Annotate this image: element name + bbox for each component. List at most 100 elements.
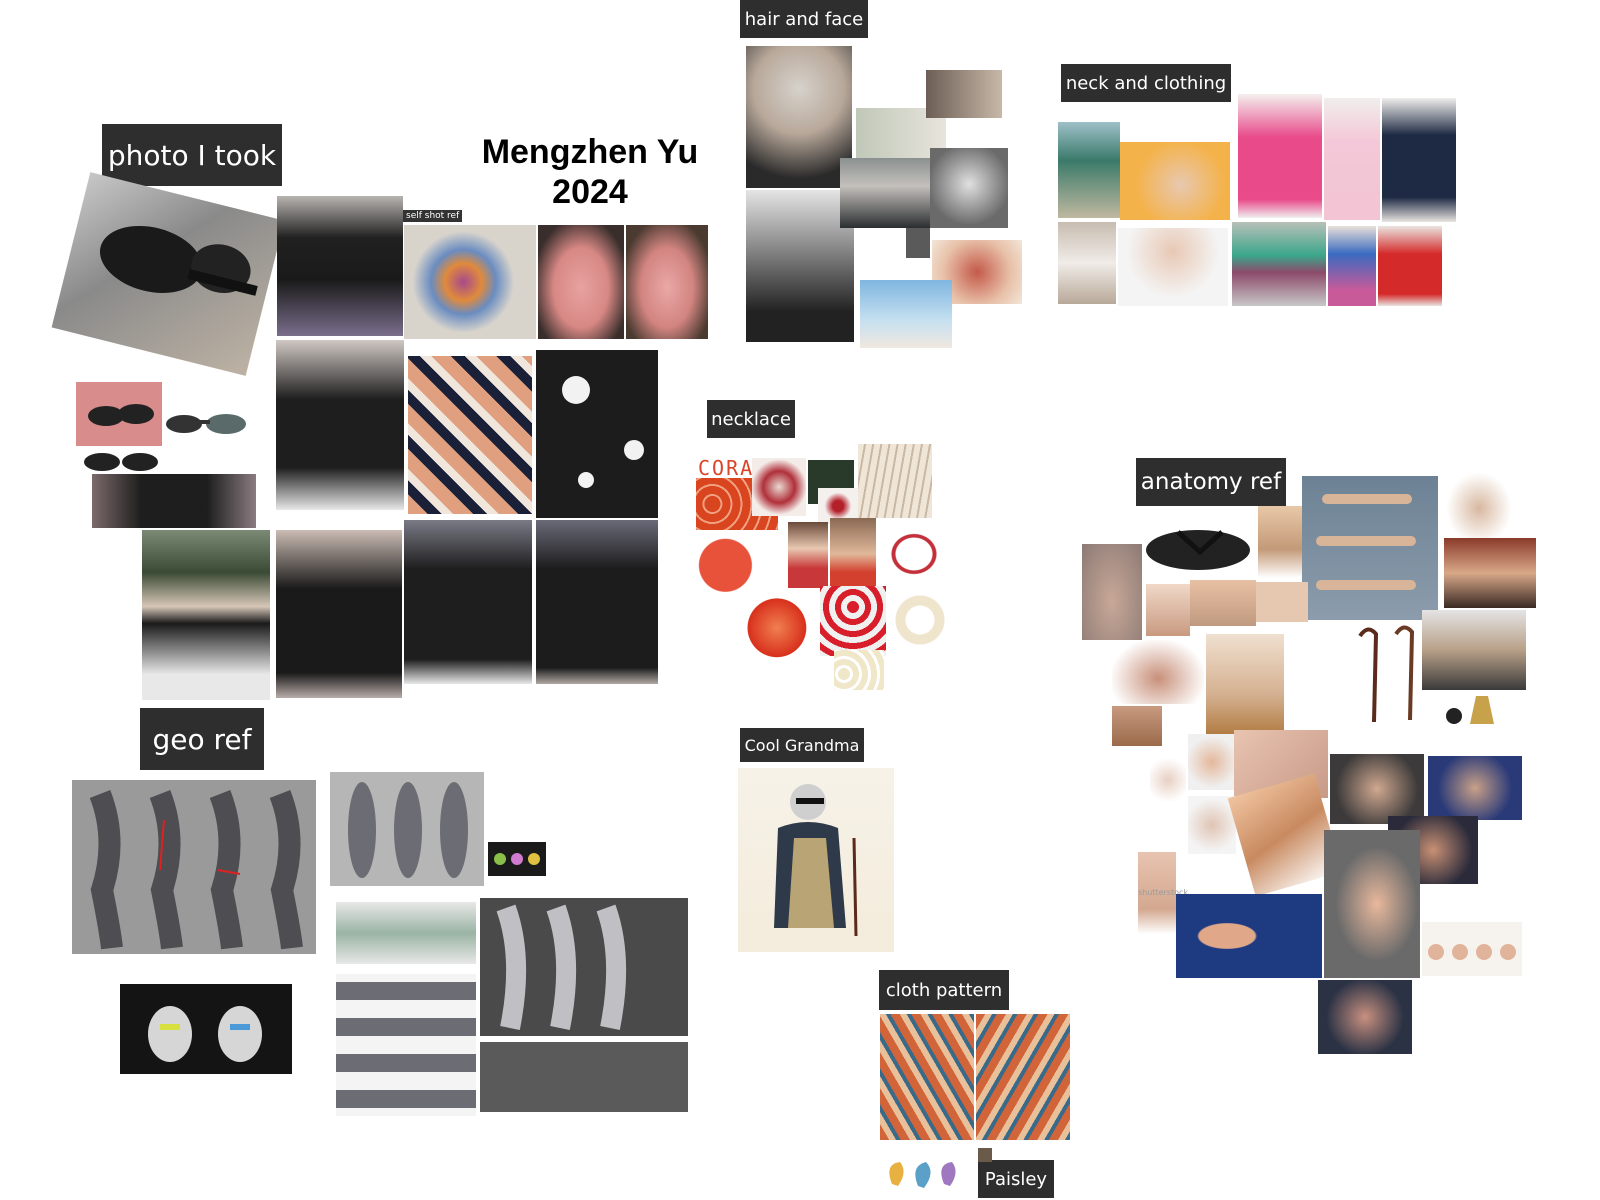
knees-blue-bg [1176, 894, 1322, 978]
oval-sunglasses-icon [84, 453, 158, 471]
pink-flipflops-photo-1 [538, 225, 624, 339]
pink-dress-model [1238, 94, 1322, 218]
label-paisley: Paisley [978, 1160, 1054, 1198]
cane-tips [1440, 690, 1502, 730]
white-bead-bracelet [886, 592, 954, 648]
cream-bead-strand [834, 650, 884, 690]
body-topology-views [330, 772, 484, 886]
black-blazer-back-photo [276, 530, 402, 698]
gray-bun-back-view [746, 190, 854, 342]
arm-anatomy-sheet [1302, 476, 1438, 620]
elderly-woman-portrait-3 [840, 158, 930, 228]
feet-on-wood-floor [1112, 706, 1162, 746]
hand-mesh-icon [148, 1006, 262, 1062]
elderly-woman-sunglasses-sky [860, 280, 952, 348]
elderly-bare-foot [1112, 640, 1204, 704]
elderly-feet-on-floor [1206, 634, 1284, 736]
elderly-hands-cane-1 [1444, 538, 1536, 608]
elderly-neck-closeup [1118, 228, 1228, 306]
elderly-woman-bw-portrait [930, 148, 1008, 228]
label-geo-ref: geo ref [140, 708, 264, 770]
selfie-beanie-sunglasses [142, 530, 270, 700]
black-jacket-store-photo [277, 196, 403, 336]
leg-green-mesh [336, 902, 476, 964]
elderly-woman-cane-walk [1058, 122, 1120, 218]
title-line-year: 2024 [552, 173, 628, 211]
paisley-motif-swatch [880, 1154, 966, 1196]
paisley-small-thumb [978, 1148, 992, 1162]
elderly-woman-sitting [1058, 222, 1116, 304]
floral-dress-woman [1328, 226, 1376, 306]
wrap-sunglasses-icon [166, 414, 246, 434]
flipflop-icon [1146, 530, 1250, 570]
red-dress-model [1378, 226, 1442, 306]
coral-rings [752, 458, 806, 516]
flower-cardigan-photo [536, 350, 658, 518]
elderly-woman-portrait-2 [926, 70, 1002, 118]
label-necklace: necklace [707, 400, 795, 438]
elderly-hand-cane-2 [1422, 610, 1526, 690]
red-sunglasses-icon [88, 404, 154, 426]
wrap-sunglasses-photo [162, 404, 250, 444]
leg-ortho-views [336, 974, 476, 1116]
arm-hand-sculpt-views [480, 1042, 688, 1112]
cane-icon [1358, 627, 1379, 722]
leg-sculpt-views [480, 898, 688, 1036]
red-sunglasses-photo [76, 382, 162, 446]
feet-sole-view [1190, 580, 1256, 626]
flower-icon [562, 376, 644, 488]
cool-grandma-illustration [738, 768, 894, 952]
label-neck-and-clothing: neck and clothing [1061, 64, 1231, 102]
leg-mesh-icon [89, 789, 303, 950]
elderly-hands-patterned [1428, 756, 1522, 820]
sunglasses-icon [99, 225, 258, 296]
wooden-cane-2 [1390, 620, 1418, 720]
label-hair-and-face: hair and face [740, 0, 868, 38]
hands-gray-bg [1324, 830, 1420, 978]
feet-top-view [1256, 582, 1308, 622]
small-bw-portrait [906, 228, 930, 258]
leg-sculpt-icon [496, 904, 627, 1030]
black-cardigan-back-photo-2 [536, 520, 658, 684]
legs-standing [1138, 852, 1176, 934]
body-color-icon [494, 853, 540, 865]
silver-bun-selfie [746, 46, 852, 188]
navy-dress-model [1382, 98, 1456, 222]
pink-flipflops-photo-2 [626, 225, 708, 339]
elderly-woman-yellow-bg [1120, 142, 1230, 220]
board-title: Mengzhen Yu 2024 [470, 132, 710, 212]
elderly-woman-smile [1188, 734, 1236, 790]
red-white-bead-necklace [820, 586, 886, 656]
self-shot-ref-tag: self shot ref [403, 210, 463, 222]
large-coral-bead [740, 590, 822, 674]
label-cool-grandma: Cool Grandma [740, 728, 864, 762]
green-dress-cane-woman [1232, 222, 1326, 306]
butterfly-brooch-photo [404, 225, 536, 339]
body-color-model-thumb [488, 842, 546, 876]
oval-sunglasses-photo [78, 448, 166, 476]
black-flipflop-photo [1138, 512, 1254, 584]
patterned-dress-photo [408, 356, 532, 514]
feet-flipflop-side [1258, 506, 1302, 578]
hand-poses-icon [1428, 944, 1516, 960]
title-line-name: Mengzhen Yu [481, 133, 699, 171]
grandma-character-icon [774, 784, 858, 937]
cane-icon-2 [1394, 625, 1415, 720]
coral-necklace-model-2 [830, 518, 876, 590]
paisley-dress-front [880, 1014, 974, 1140]
label-cloth-pattern: cloth pattern [879, 970, 1009, 1010]
body-back-reference [1446, 472, 1512, 538]
shutterstock-watermark: shutterstock [1138, 888, 1189, 897]
floral-nightgown-model [1324, 98, 1380, 220]
pearl-bracelets [858, 444, 932, 518]
leg-topology-wireframe [72, 780, 316, 954]
elderly-face-side [1150, 754, 1186, 806]
hand-poses-sheet [1422, 922, 1522, 976]
elderly-hands-folded [1330, 754, 1424, 824]
elderly-woman-portrait-anatomy [1188, 796, 1236, 854]
paisley-dress-side [976, 1014, 1070, 1140]
wooden-cane-1 [1354, 622, 1382, 722]
elderly-feet-top [1082, 544, 1142, 640]
paisley-motif-icon [889, 1162, 956, 1188]
black-cardigan-back-photo [404, 520, 532, 684]
